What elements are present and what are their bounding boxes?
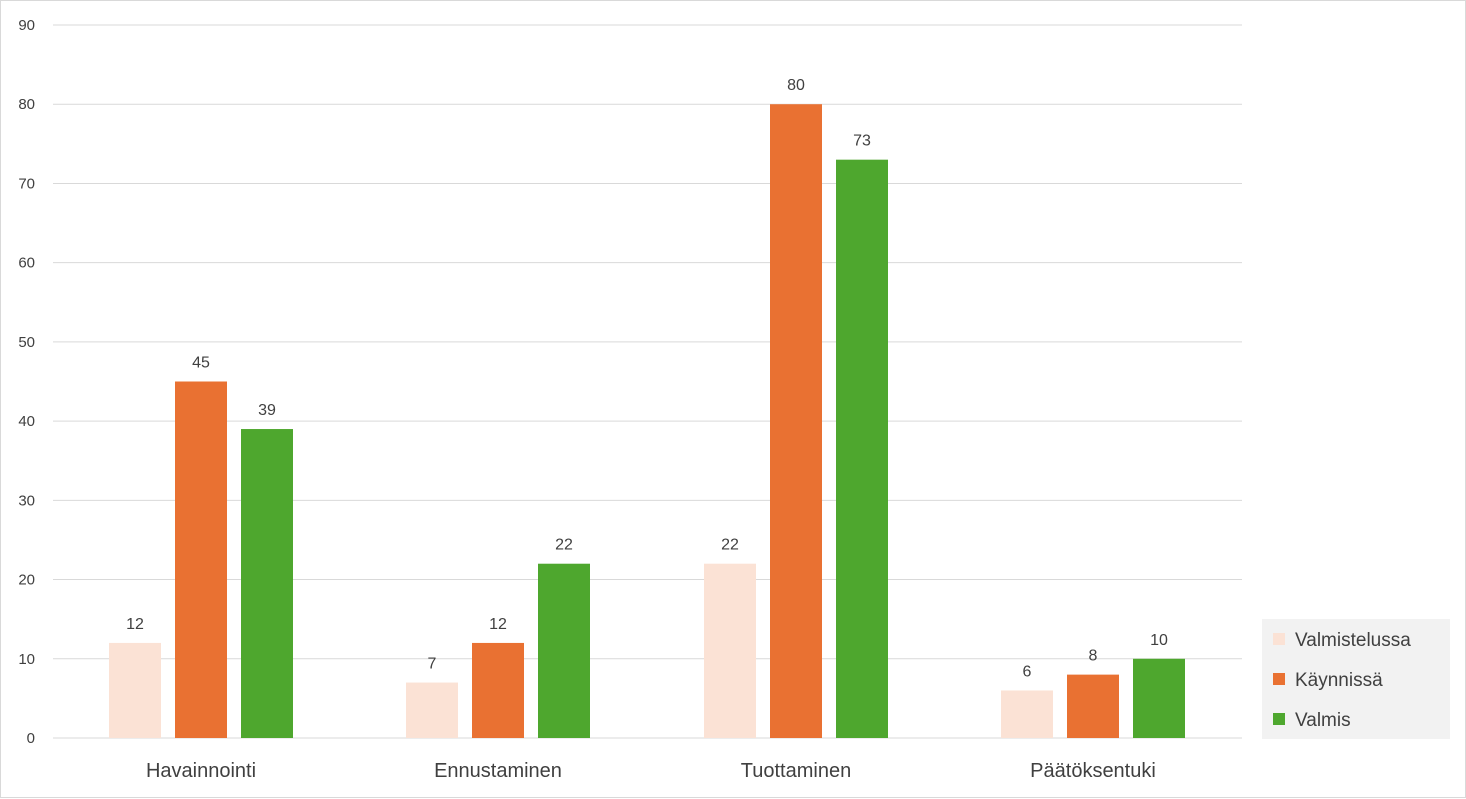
bar-p-t-ksentuki-k-ynniss- xyxy=(1067,674,1119,738)
y-tick-label-20: 20 xyxy=(18,572,35,589)
bar-havainnointi-valmistelussa xyxy=(109,642,161,738)
legend-swatch-valmistelussa xyxy=(1273,633,1285,645)
y-tick-label-60: 60 xyxy=(18,255,35,272)
x-category-label: Ennustaminen xyxy=(434,760,562,782)
legend-label-k-ynniss-: Käynnissä xyxy=(1295,670,1383,691)
bar-ennustaminen-valmistelussa xyxy=(406,682,458,738)
y-tick-label-40: 40 xyxy=(18,413,35,430)
x-axis-category-labels: Havainnointi Ennustaminen Tuottaminen Päätö… xyxy=(146,760,1156,782)
bar-p-t-ksentuki-valmis xyxy=(1133,658,1185,738)
bar-havainnointi-k-ynniss- xyxy=(175,381,227,738)
data-label-ennustaminen-valmistelussa: 7 xyxy=(428,656,437,673)
y-tick-label-10: 10 xyxy=(18,651,35,668)
y-tick-label-90: 90 xyxy=(18,17,35,34)
bar-p-t-ksentuki-valmistelussa xyxy=(1001,690,1053,738)
y-tick-label-30: 30 xyxy=(18,492,35,509)
legend-label-valmistelussa: Valmistelussa xyxy=(1295,630,1411,651)
data-labels: 12 45 39 7 12 22 22 80 73 6 8 10 xyxy=(126,77,1168,680)
x-category-label: Havainnointi xyxy=(146,760,256,782)
legend-swatch-k-ynniss- xyxy=(1273,673,1285,685)
y-tick-label-80: 80 xyxy=(18,96,35,113)
legend: Valmistelussa Käynnissä Valmis xyxy=(1262,619,1450,739)
bar-havainnointi-valmis xyxy=(241,429,293,738)
bar-ennustaminen-valmis xyxy=(538,563,590,738)
gridlines xyxy=(53,24,1242,739)
data-label-ennustaminen-k-ynniss-: 12 xyxy=(489,616,507,633)
data-label-p-t-ksentuki-k-ynniss-: 8 xyxy=(1089,648,1098,665)
bars xyxy=(109,104,1185,738)
legend-background xyxy=(1262,619,1450,739)
data-label-havainnointi-valmistelussa: 12 xyxy=(126,616,144,633)
data-label-p-t-ksentuki-valmis: 10 xyxy=(1150,632,1168,649)
bar-tuottaminen-valmis xyxy=(836,159,888,738)
bar-ennustaminen-k-ynniss- xyxy=(472,642,524,738)
y-axis-tick-labels: 0 10 20 30 40 50 60 70 80 90 xyxy=(18,17,35,747)
legend-label-valmis: Valmis xyxy=(1295,710,1351,731)
data-label-tuottaminen-valmistelussa: 22 xyxy=(721,537,739,554)
bar-tuottaminen-valmistelussa xyxy=(704,563,756,738)
y-tick-label-70: 70 xyxy=(18,175,35,192)
data-label-p-t-ksentuki-valmistelussa: 6 xyxy=(1023,663,1032,680)
x-category-label: Tuottaminen xyxy=(741,760,851,782)
data-label-tuottaminen-k-ynniss-: 80 xyxy=(787,77,805,94)
bar-tuottaminen-k-ynniss- xyxy=(770,104,822,738)
legend-swatch-valmis xyxy=(1273,713,1285,725)
data-label-ennustaminen-valmis: 22 xyxy=(555,537,573,554)
data-label-tuottaminen-valmis: 73 xyxy=(853,133,871,150)
y-tick-label-0: 0 xyxy=(27,730,35,747)
y-tick-label-50: 50 xyxy=(18,334,35,351)
x-category-label: Päätöksentuki xyxy=(1030,760,1156,782)
data-label-havainnointi-k-ynniss-: 45 xyxy=(192,355,210,372)
data-label-havainnointi-valmis: 39 xyxy=(258,402,276,419)
